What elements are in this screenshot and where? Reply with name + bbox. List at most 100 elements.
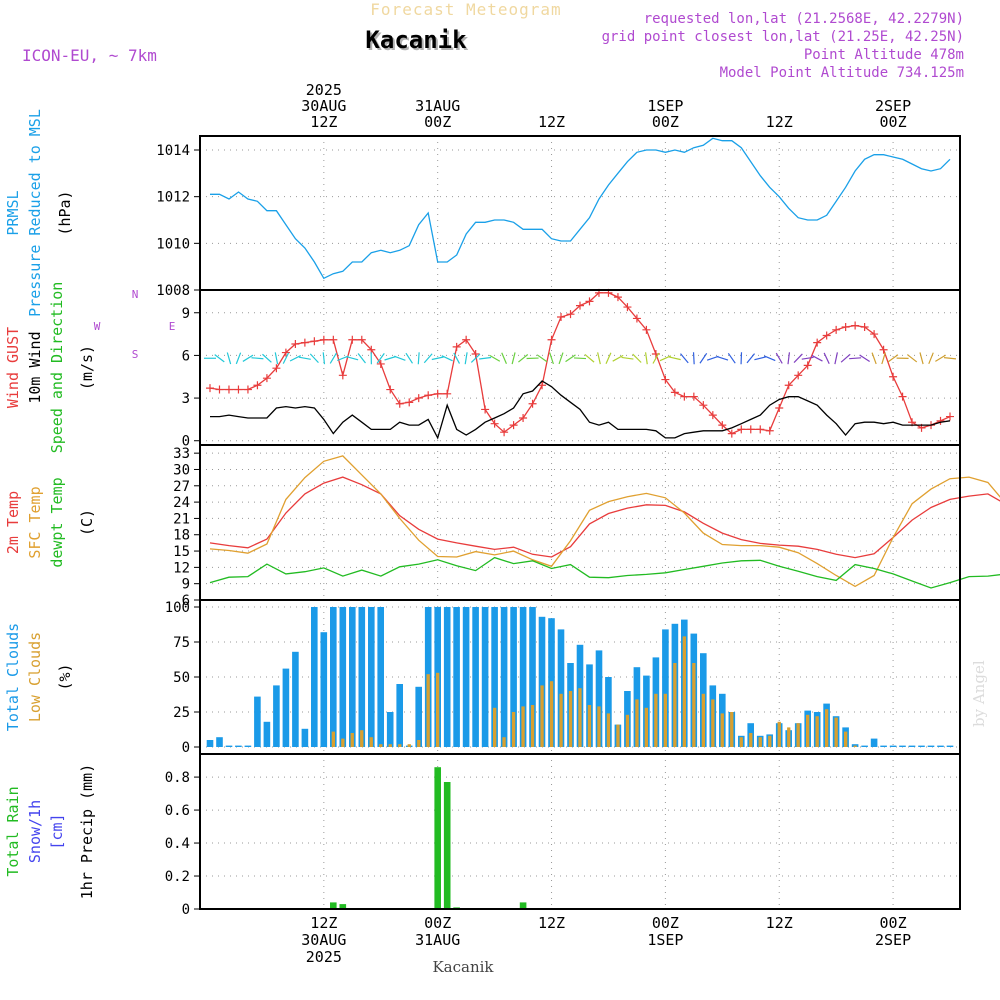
top-time-label: 31AUG [415,97,460,115]
y-tick-label: 15 [173,544,190,560]
wind-direction-arrow [322,352,326,365]
gust-point [471,349,480,358]
point-altitude: Point Altitude 478m [804,47,964,63]
data-bar [530,705,535,747]
wind-direction-arrow [871,352,877,365]
gust-point [300,338,309,347]
gust-point [405,398,414,407]
gust-point [642,325,651,334]
data-bar [587,705,592,747]
data-bar [870,738,878,747]
gust-point [414,394,423,403]
gust-point [206,384,214,393]
y-tick-label: 3 [182,391,190,407]
wind-direction-arrow [793,353,803,363]
data-bar [426,674,430,747]
wind-direction-arrow [298,356,311,360]
data-bar [379,744,383,747]
wind-direction-arrow [692,352,695,365]
top-time-label: 12Z [766,113,793,131]
data-bar [595,650,603,747]
panel-unit: (hPa) [56,190,74,235]
gust-point [348,335,357,344]
data-bar [711,699,715,747]
wind-direction-arrow [357,353,366,364]
data-bar [206,740,214,747]
wind-direction-arrow [754,356,767,361]
gust-point [262,374,271,383]
gust-point [689,392,698,401]
data-bar [844,731,848,747]
bottom-time-label: 12Z [310,914,337,932]
data-bar [578,688,582,747]
data-bar [360,730,364,747]
chart-main-title: Forecast Meteogram [370,0,561,19]
data-bar [682,636,686,747]
data-bar [663,693,667,747]
data-bar [368,607,375,747]
gust-point [794,371,803,380]
data-bar [777,721,781,747]
wind-direction-arrow [489,354,501,362]
gust-point [481,405,490,414]
series-line [210,380,951,440]
gust-point [746,425,755,434]
data-bar [417,740,421,747]
gust-point [737,425,746,434]
data-bar [701,693,705,747]
data-bar [443,607,451,747]
top-time-label: 00Z [880,113,907,131]
data-bar [568,691,573,747]
gust-point [576,301,584,310]
wind-direction-arrow [262,353,272,363]
gust-point [841,322,850,331]
y-tick-label: 12 [173,560,190,576]
data-bar [549,681,554,747]
wind-direction-arrow [501,352,507,365]
data-bar [815,716,819,747]
gust-point [936,416,945,425]
gust-point [452,342,461,351]
wind-direction-arrow [479,356,492,360]
data-bar [311,607,318,747]
data-bar [606,713,611,747]
gust-point [519,413,528,422]
wind-direction-arrow [470,353,481,363]
gust-point [632,314,641,323]
data-bar [692,663,696,747]
wind-direction-arrow [282,352,290,364]
top-time-label: 30AUG [301,97,346,115]
panel-background [200,290,960,445]
data-bar [768,735,772,747]
compass-s: S [132,348,139,361]
y-tick-label: 24 [173,495,190,511]
gust-point [395,399,404,408]
wind-direction-arrow [393,355,406,361]
data-bar [880,745,887,747]
panel-unit: 1hr Precip (mm) [78,764,96,899]
data-bar [937,745,944,747]
watermark-text: by Angel [970,660,988,727]
data-bar [377,607,384,747]
wind-direction-arrow [699,352,708,364]
wind-direction-arrow [887,354,899,363]
data-bar [493,707,497,747]
panel-title: Total Clouds [4,623,22,731]
wind-direction-arrow [644,352,648,365]
y-tick-label: 9 [182,306,190,322]
model-point-altitude: Model Point Altitude 734.125m [720,65,964,81]
data-bar [339,904,347,909]
data-bar [605,677,612,747]
wind-direction-arrow [376,353,385,364]
wind-direction-arrow [763,355,776,362]
gust-point [623,303,632,312]
gust-point [557,313,566,322]
wind-direction-arrow [840,353,851,363]
top-time-label: 2SEP [875,97,911,115]
top-time-label: 12Z [538,113,565,131]
panel-precip: 0 0.2 0.4 0.6 0.8 Total Rain Snow/1h [cm] 1hr Pr… [4,753,961,918]
data-bar [796,723,800,747]
gust-point [291,340,300,349]
